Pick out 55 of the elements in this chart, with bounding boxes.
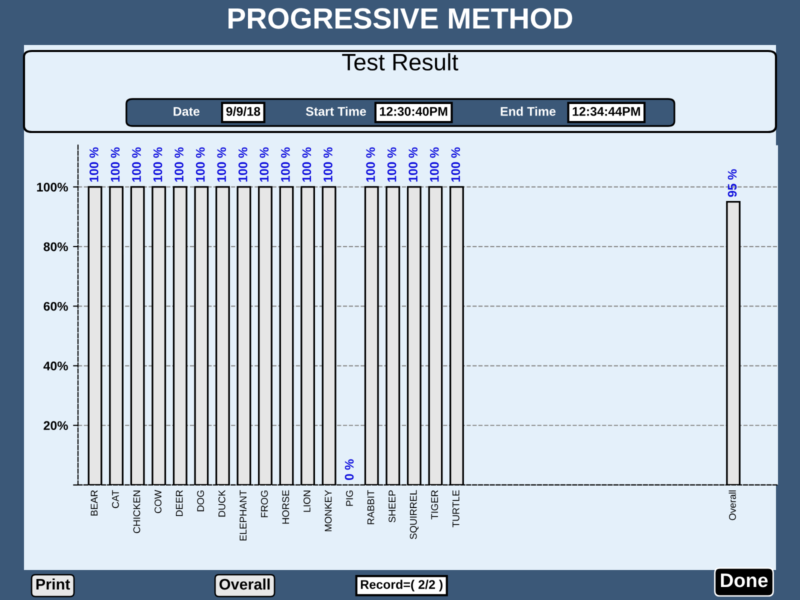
y-tick-label: 80% xyxy=(44,242,68,252)
data-label: 100 % xyxy=(153,147,162,182)
chart-subtitle: Test Result xyxy=(342,53,458,71)
text: End Time xyxy=(500,106,556,116)
data-label: 100 % xyxy=(324,147,332,182)
data-label: 100 % xyxy=(408,147,418,182)
data-label: 100 % xyxy=(196,147,205,182)
x-tick-label: PIG xyxy=(346,490,353,506)
x-tick-label: CAT xyxy=(112,490,119,508)
x-tick-label: RABBIT xyxy=(367,490,374,524)
x-tick-label: ELEPHANT xyxy=(240,490,246,540)
data-label: 100 % xyxy=(174,147,184,182)
data-label: 100 % xyxy=(366,147,375,182)
data-label: 100 % xyxy=(217,147,226,182)
x-tick-label: DEER xyxy=(176,490,183,516)
data-label: 95 % xyxy=(728,169,737,197)
data-label: 100 % xyxy=(451,147,460,182)
data-label: 100 % xyxy=(260,147,269,182)
data-label: 100 % xyxy=(90,147,98,182)
data-label: 100 % xyxy=(132,147,141,182)
x-tick-label: Overall xyxy=(728,490,736,520)
data-label: 0 % xyxy=(344,459,354,480)
data-label: 100 % xyxy=(302,147,312,182)
y-tick-label: 40% xyxy=(43,362,68,370)
data-label: 100 % xyxy=(387,147,396,182)
x-tick-label: DUCK xyxy=(218,490,226,517)
x-tick-label: FROG xyxy=(260,490,268,518)
y-tick-label: 60% xyxy=(44,302,68,311)
text: Overall xyxy=(220,578,270,590)
x-tick-label: DOG xyxy=(197,490,204,512)
text: Date xyxy=(174,107,200,116)
text: Start Time xyxy=(306,106,366,116)
data-label: 100 % xyxy=(110,147,120,182)
text: 9/9/18 xyxy=(226,106,260,116)
text: 12:30:40PM xyxy=(380,107,448,116)
x-tick-label: TURTLE xyxy=(452,490,460,528)
x-tick-label: COW xyxy=(154,490,162,514)
x-tick-label: MONKEY xyxy=(324,490,332,532)
x-tick-label: TIGER xyxy=(431,490,438,520)
text: Print xyxy=(36,578,70,590)
text: Record=( 2/2 ) xyxy=(360,580,442,592)
text: Done xyxy=(720,574,768,588)
x-tick-label: LION xyxy=(304,490,310,512)
y-tick-label: 20% xyxy=(44,421,68,430)
data-label: 100 % xyxy=(281,147,290,182)
y-tick-label: 100% xyxy=(37,182,68,192)
x-tick-label: CHICKEN xyxy=(133,490,140,534)
x-tick-label: HORSE xyxy=(282,490,290,524)
chart-title: PROGRESSIVE METHOD xyxy=(228,8,572,29)
x-tick-label: SHEEP xyxy=(388,490,396,522)
data-label: 100 % xyxy=(238,147,248,182)
data-label: 100 % xyxy=(430,147,439,182)
text: 12:34:44PM xyxy=(572,107,640,116)
x-tick-label: SQUIRREL xyxy=(410,490,419,540)
x-tick-label: BEAR xyxy=(90,490,98,516)
